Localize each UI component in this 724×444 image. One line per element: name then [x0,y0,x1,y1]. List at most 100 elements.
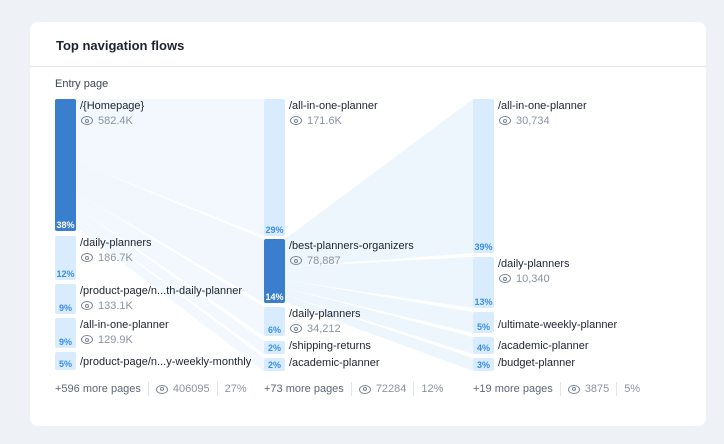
node-percent: 2% [267,343,281,353]
eye-icon [358,384,371,394]
node-page-link[interactable]: /best-planners-organizers [289,240,414,252]
views-value: 582.4K [98,115,133,127]
node-bar[interactable]: 2% [264,341,285,354]
node-percent: 9% [58,303,72,313]
views-value: 10,340 [516,273,550,285]
card-title: Top navigation flows [56,38,185,53]
flow-link [76,162,264,303]
node-views: 129.9K [81,334,133,346]
eye-icon [499,274,511,283]
node-bar[interactable]: 2% [264,358,285,371]
node-percent: 9% [58,337,72,347]
node-page-link[interactable]: /academic-planner [289,357,380,369]
eye-icon [499,116,511,125]
node-bar[interactable]: 12% [55,236,76,280]
more-pages-link[interactable]: +19 more pages [473,383,553,395]
node-bar[interactable]: 29% [264,99,285,236]
views-value: 186.7K [98,252,133,264]
eye-icon [81,335,93,344]
flow-link [285,295,473,371]
node-page-link[interactable]: /{Homepage} [80,100,145,112]
node-page-link[interactable]: /budget-planner [498,357,576,369]
node-page-link[interactable]: /all-in-one-planner [498,100,587,112]
entry-page-label: Entry page [55,78,109,90]
node-page-link[interactable]: /all-in-one-planner [289,100,378,112]
node-percent: 12% [56,269,75,279]
eye-icon [155,384,168,394]
node-page-link[interactable]: /shipping-returns [289,340,371,352]
footer-views: 3875 [584,383,610,395]
views-value: 78,887 [307,255,341,267]
node-page-link[interactable]: /daily-planners [80,237,152,249]
navigation-flows-card: Top navigation flows Entry page 38% /{Hom… [30,22,706,426]
node-page-link[interactable]: /academic-planner [498,340,589,352]
node-percent: 29% [265,225,284,235]
node-percent: 38% [56,220,75,230]
eye-icon [290,116,302,125]
eye-icon [81,253,93,262]
flow-link [76,207,264,354]
node-bar[interactable]: 14% [264,239,285,303]
separator [559,382,561,396]
node-views: 10,340 [499,273,550,285]
node-percent: 2% [267,360,281,370]
eye-icon [290,324,302,333]
views-value: 34,212 [307,323,341,335]
separator [350,382,352,396]
node-views: 30,734 [499,115,550,127]
separator [216,382,218,396]
more-pages-link[interactable]: +596 more pages [55,383,141,395]
node-views: 133.1K [81,300,133,312]
node-bar[interactable]: 5% [55,352,76,370]
flow-link [76,192,264,336]
node-bar[interactable]: 3% [473,358,494,371]
node-bar[interactable]: 13% [473,257,494,308]
footer-percent: 5% [624,383,641,395]
node-percent: 3% [476,360,490,370]
node-bar[interactable]: 39% [473,99,494,253]
views-value: 129.9K [98,334,133,346]
flow-link [76,217,264,371]
node-bar[interactable]: 9% [55,318,76,348]
eye-icon [567,384,580,394]
node-percent: 13% [474,297,493,307]
flow-link [285,257,473,308]
footer-views: 72284 [375,383,407,395]
column-footer: +596 more pages 406095 27% [55,382,247,396]
node-percent: 14% [265,292,284,302]
node-views: 34,212 [290,323,341,335]
more-pages-link[interactable]: +73 more pages [264,383,344,395]
node-page-link[interactable]: /all-in-one-planner [80,319,169,331]
node-page-link[interactable]: /daily-planners [289,308,361,320]
node-views: 171.6K [290,115,342,127]
node-bar[interactable]: 6% [264,307,285,336]
flow-link [76,99,264,236]
views-value: 30,734 [516,115,550,127]
node-percent: 6% [267,325,281,335]
node-page-link[interactable]: /product-page/n...y-weekly-monthly [80,356,252,368]
node-views: 582.4K [81,115,133,127]
eye-icon [81,301,93,310]
node-page-link[interactable]: /daily-planners [498,258,570,270]
flow-link [285,99,473,267]
views-value: 171.6K [307,115,342,127]
eye-icon [290,256,302,265]
node-percent: 5% [58,359,72,369]
node-views: 78,887 [290,255,341,267]
footer-percent: 27% [224,383,247,395]
views-value: 133.1K [98,300,133,312]
node-bar[interactable]: 38% [55,99,76,231]
column-footer: +73 more pages 72284 12% [264,382,443,396]
flow-link [285,288,473,354]
footer-views: 406095 [172,383,210,395]
separator [413,382,415,396]
node-page-link[interactable]: /ultimate-weekly-planner [498,319,618,331]
node-bar[interactable]: 4% [473,337,494,354]
node-bar[interactable]: 5% [473,312,494,333]
node-views: 186.7K [81,252,133,264]
divider [30,66,706,67]
node-percent: 4% [476,343,490,353]
flow-links [76,99,473,371]
node-bar[interactable]: 9% [55,284,76,314]
node-page-link[interactable]: /product-page/n...th-daily-planner [80,285,243,297]
